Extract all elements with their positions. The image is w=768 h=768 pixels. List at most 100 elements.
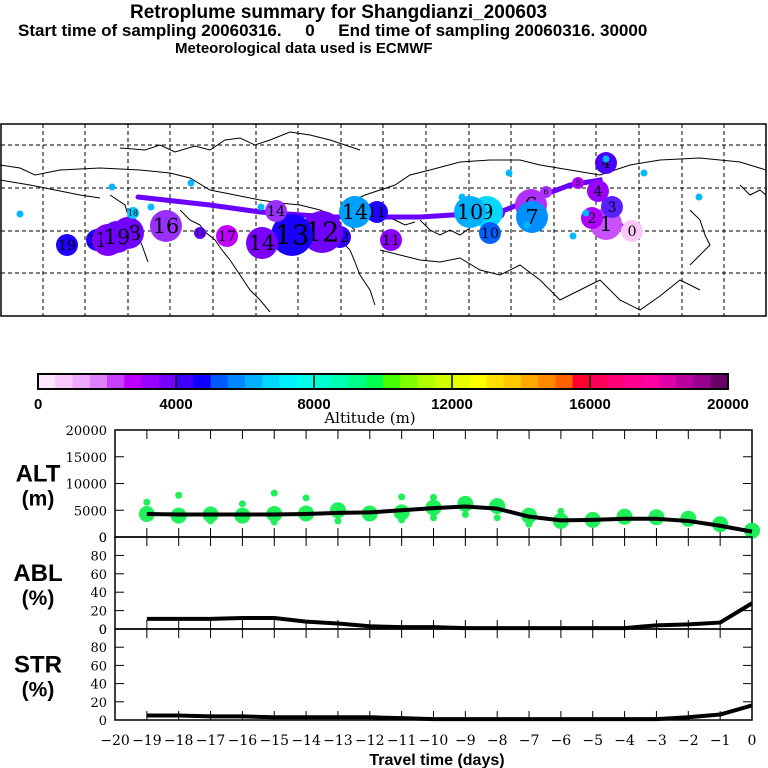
x-tick-label: −2 [678, 733, 699, 749]
plume-cluster-circle [150, 210, 182, 242]
plume-cluster-label: 16 [167, 221, 177, 230]
altitude-cluster-point [175, 491, 183, 499]
altitude-cluster-point [744, 522, 760, 539]
altitude-cluster-point [525, 520, 533, 528]
plume-cluster-circle [587, 180, 609, 202]
coastline [119, 131, 361, 153]
altitude-cluster-point [298, 505, 315, 522]
plume-cluster-label: 18 [128, 209, 138, 218]
colorbar-cell [710, 374, 729, 389]
plume-cluster-circle [86, 229, 108, 251]
y-tick-label: 80 [90, 549, 107, 564]
plume-particle-dot [257, 203, 265, 211]
plume-particle-dot [602, 155, 610, 163]
plume-particle-dot [640, 169, 648, 177]
x-tick-label: −17 [196, 733, 226, 749]
altitude-cluster-point [138, 505, 155, 522]
plume-cluster: 10 [454, 196, 486, 228]
map-frame [0, 123, 767, 317]
plume-cluster: 15 [194, 227, 206, 239]
colorbar-cell [434, 374, 453, 389]
plume-track-line [135, 177, 643, 235]
plume-cluster: 14 [339, 196, 371, 228]
colorbar-cell [262, 374, 280, 389]
x-tick-label: −12 [355, 733, 385, 749]
panel-unit-label: (%) [22, 587, 55, 610]
x-tick-label: −20 [100, 733, 130, 749]
plume-particle-dot [695, 193, 703, 201]
altitude-cluster-point [302, 514, 310, 522]
colorbar-tick-label: 12000 [431, 396, 473, 413]
plume-cluster: 4 [587, 180, 609, 202]
colorbar-cell [365, 374, 384, 389]
x-tick-label: −4 [614, 733, 635, 749]
plume-cluster: 17 [86, 229, 108, 251]
colorbar-cell [124, 374, 142, 389]
plume-cluster-label: 14 [249, 231, 275, 255]
colorbar-cell [624, 374, 643, 389]
plume-cluster-circle [595, 152, 617, 174]
colorbar-cell [538, 374, 556, 389]
str-line [146, 703, 753, 722]
plume-cluster: 16 [166, 219, 178, 231]
colorbar-cell [107, 374, 125, 389]
plume-cluster-circle [581, 207, 603, 229]
plume-cluster-circle [516, 201, 548, 233]
altitude-cluster-point [648, 509, 665, 526]
panel-abl: 0 20 40 60 80 0 ABL(%) [13, 531, 754, 638]
plume-cluster: 14 [265, 200, 287, 222]
plume-particle-dot [16, 210, 24, 218]
panel-frame [114, 536, 753, 630]
colorbar-cell [210, 374, 229, 389]
coastline [379, 214, 416, 226]
plume-cluster-label: 4 [601, 156, 610, 172]
plume-cluster-circle [56, 234, 78, 256]
plume-cluster: 14 [246, 227, 278, 259]
y-tick-label: 80 [90, 641, 107, 656]
colorbar-cell [590, 374, 608, 389]
altitude-cluster-point [616, 508, 633, 525]
colorbar-frame [37, 373, 729, 390]
plume-cluster-circle [621, 220, 643, 242]
plume-cluster-circle [515, 189, 547, 221]
y-tick-label: 40 [90, 586, 107, 601]
plume-cluster-circle [329, 226, 351, 248]
plume-cluster: 17 [216, 225, 238, 247]
colorbar-tick-label: 16000 [569, 396, 611, 413]
x-tick-label: −9 [455, 733, 476, 749]
altitude-cluster-point [552, 512, 569, 529]
y-tick-label: 60 [90, 659, 107, 674]
altitude-cluster-point [270, 518, 278, 526]
colorbar-cell [572, 374, 591, 389]
plume-cluster-label: 10 [481, 226, 499, 242]
colorbar-cell [176, 374, 194, 389]
plume-cluster-label: 19 [58, 238, 76, 254]
x-tick-label: −6 [551, 733, 572, 749]
altitude-cluster-point [170, 507, 187, 524]
plume-cluster-circle [92, 224, 124, 256]
y-tick-label: 20000 [66, 424, 107, 439]
x-tick-label: −7 [519, 733, 540, 749]
y-tick-label: 60 [90, 568, 107, 583]
plume-cluster-circle [540, 186, 552, 198]
y-tick-label: 0 [99, 623, 107, 638]
plume-cluster: 19 [56, 234, 78, 256]
y-tick-label: 20 [90, 605, 107, 620]
plume-cluster-circle [112, 217, 144, 249]
plume-cluster-circle [216, 225, 238, 247]
plume-cluster-label: 18 [95, 228, 121, 252]
plume-cluster-label: 14 [267, 204, 285, 220]
colorbar-cell [521, 374, 539, 389]
plume-cluster-label: 10 [457, 200, 483, 224]
plume-cluster: 8 [493, 207, 505, 219]
alt-line [146, 504, 753, 534]
plume-cluster-label: 17 [88, 233, 106, 249]
colorbar-cell [331, 374, 349, 389]
x-tick-label: −19 [132, 733, 162, 749]
plume-cluster-circle [493, 207, 505, 219]
altitude-cluster-point [584, 511, 601, 528]
plume-cluster-circle [127, 207, 139, 219]
plume-cluster-label: 14 [342, 200, 368, 224]
x-tick-label: −18 [164, 733, 194, 749]
y-tick-label: 0 [99, 531, 107, 546]
